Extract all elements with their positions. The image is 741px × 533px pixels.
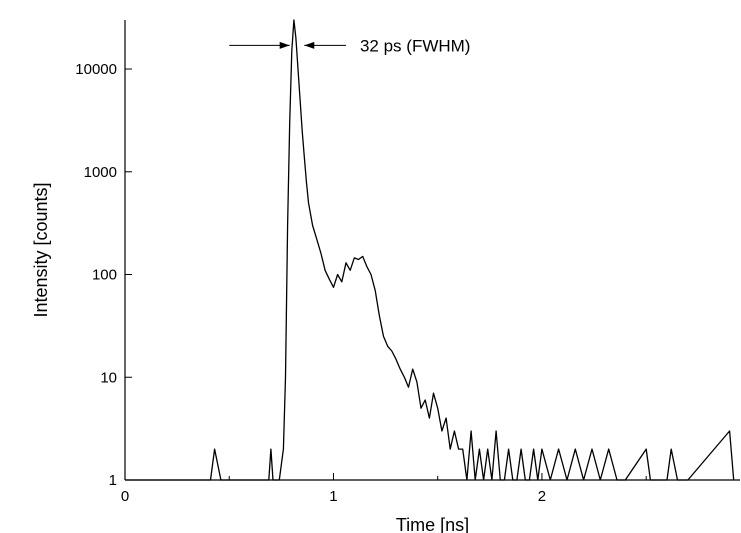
y-tick-label: 10000	[75, 61, 117, 78]
data-series-line	[125, 19, 735, 481]
x-tick-label: 1	[329, 488, 337, 505]
x-tick-label: 2	[538, 488, 546, 505]
y-tick-label: 1000	[84, 164, 117, 181]
y-tick-label: 10	[100, 369, 117, 386]
annotation-arrow-head	[304, 41, 315, 49]
annotation-arrow-head	[279, 41, 290, 49]
y-axis-label: Intensity [counts]	[31, 182, 51, 317]
fwhm-annotation-label: 32 ps (FWHM)	[360, 36, 471, 55]
annotation-group	[229, 41, 346, 49]
y-tick-label: 100	[92, 267, 117, 284]
series-group	[125, 19, 735, 481]
x-tick-label: 0	[121, 488, 129, 505]
x-axis-label: Time [ns]	[396, 515, 469, 533]
y-tick-label: 1	[109, 472, 117, 489]
axes-group	[124, 20, 740, 481]
